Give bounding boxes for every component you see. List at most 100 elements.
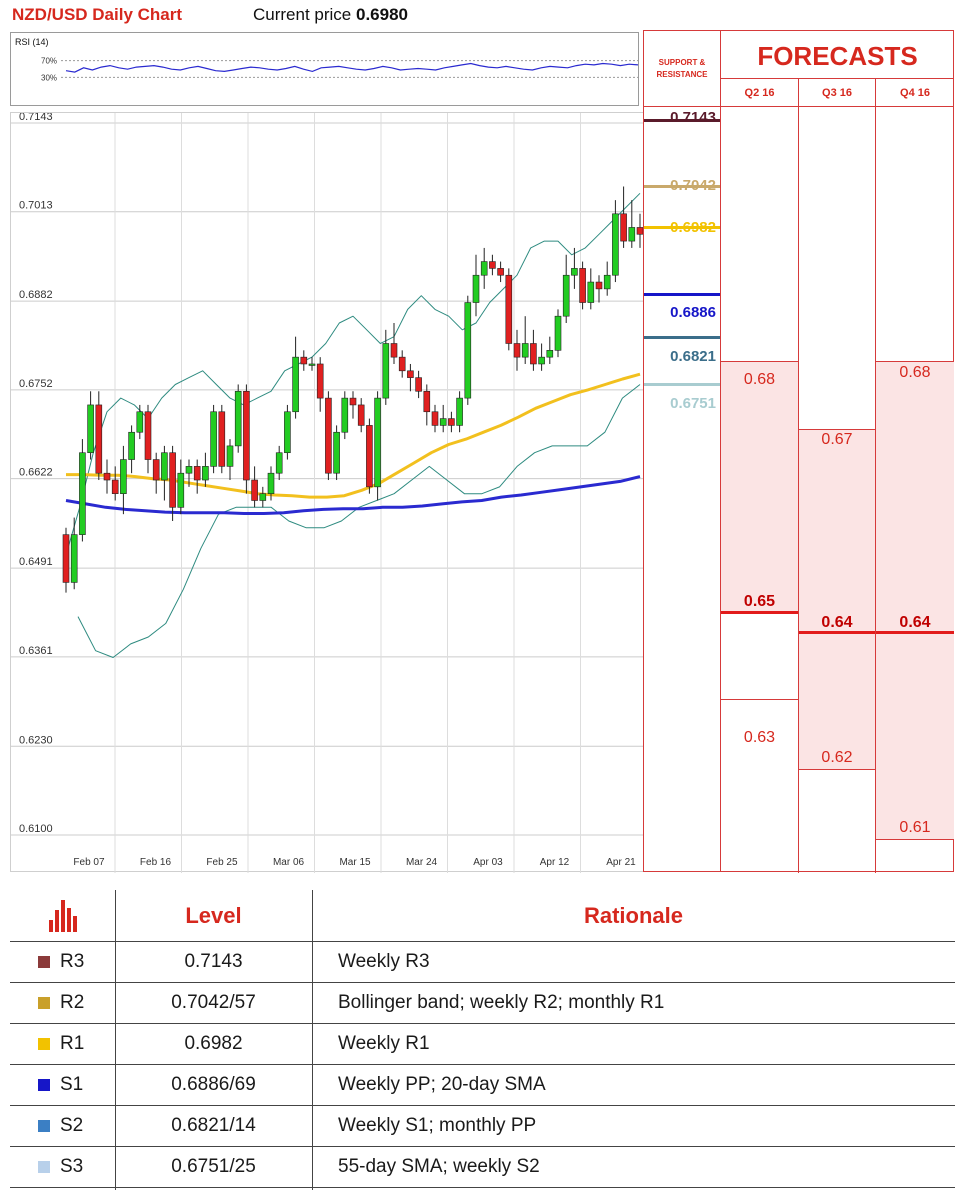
x-tick-label: Apr 12 [540, 857, 570, 868]
candle-body [390, 343, 398, 358]
rsi-plot: 70% 30% RSI (14) [15, 37, 639, 82]
candle-body [513, 343, 521, 358]
candle-body [398, 356, 406, 372]
candle-body [538, 356, 545, 365]
candle-body [448, 418, 455, 426]
level-value: 0.6982 [184, 1033, 243, 1054]
candle-body [243, 390, 250, 481]
forecast-column: Q2 16 0.68 0.65 0.63 [721, 79, 799, 873]
candle-body [612, 213, 619, 276]
price-chart: 0.7143 0.7013 0.6882 0.6752 0.6622 0.6491 0.63… [10, 111, 648, 873]
candle-body [308, 363, 316, 366]
level-code-cell: R2 [38, 983, 115, 1023]
sr-level-line [644, 119, 720, 122]
y-tick-label: 0.6230 [19, 734, 53, 746]
sr-level-label: 0.6982 [670, 219, 716, 236]
candle-body [169, 452, 176, 508]
table-header-row: Level Rationale [10, 890, 955, 942]
forecast-range-band [876, 361, 954, 839]
forecast-mid-line [721, 611, 798, 614]
candle-body [79, 452, 86, 535]
forecast-range-line [876, 361, 954, 362]
forecast-mid-label: 0.64 [821, 614, 853, 631]
sr-header-line2: RESISTANCE [656, 70, 708, 79]
sr-level-line [644, 226, 720, 229]
support-resistance-column: SUPPORT & RESISTANCE 0.7143 0.7042 0.6982 0… [643, 30, 721, 872]
table-row: S2 0.6821/14 Weekly S1; monthly PP [10, 1106, 955, 1147]
forecasts-panel: FORECASTS Q2 16 0.68 0.65 0.63 Q3 16 0.67 0.64… [721, 30, 954, 873]
candle-body [628, 227, 636, 242]
candle-body [333, 431, 340, 474]
forecast-low-label: 0.61 [899, 819, 931, 836]
y-tick-label: 0.6752 [19, 378, 53, 390]
level-color-swatch [38, 1161, 50, 1173]
sr-header-line1: SUPPORT & [658, 58, 706, 67]
level-rationale: 55-day SMA; weekly S2 [338, 1156, 540, 1177]
candle-body [259, 493, 267, 501]
candle-body [407, 370, 414, 378]
current-price-value: 0.6980 [355, 5, 408, 24]
rsi-panel: 70% 30% RSI (14) [10, 32, 639, 106]
candle-body [193, 466, 201, 481]
candle-body [497, 268, 504, 276]
x-tick-label: Feb 16 [140, 857, 172, 868]
forecast-quarter-header: Q2 16 [721, 79, 798, 107]
forecast-range-band [721, 361, 798, 611]
y-tick-label: 0.6622 [19, 467, 53, 479]
candle-body [546, 350, 554, 358]
candle-body [620, 213, 627, 242]
sr-level-line [644, 293, 720, 296]
rsi-line [65, 62, 639, 73]
sr-level-label: 0.7042 [670, 177, 716, 194]
forecast-range-line [721, 361, 798, 362]
rationale-header: Rationale [583, 902, 684, 928]
level-code: S1 [60, 1074, 84, 1095]
forecast-column: Q3 16 0.67 0.64 0.62 [799, 79, 876, 873]
bollinger-upper-line [65, 192, 641, 556]
candle-body [62, 534, 70, 583]
candle-body [210, 411, 217, 467]
level-color-swatch [38, 1038, 50, 1050]
forecast-range-line [876, 839, 954, 840]
forecast-range-band [799, 429, 875, 769]
level-rationale: Weekly PP; 20-day SMA [338, 1074, 546, 1095]
candle-body [431, 411, 439, 426]
level-code-cell: S2 [38, 1106, 115, 1146]
candle-body [530, 343, 537, 365]
y-tick-label: 0.6100 [19, 823, 53, 835]
forecast-low-label: 0.63 [743, 729, 776, 746]
forecast-quarter-header: Q4 16 [876, 79, 954, 107]
candle-body [595, 281, 603, 290]
forecast-mid-line [799, 631, 875, 634]
candle-body [366, 425, 373, 488]
candle-body [382, 343, 390, 399]
candle-body [234, 390, 242, 447]
sr-level-label: 0.6751 [670, 395, 716, 412]
candle-body [423, 390, 431, 413]
current-price: Current price 0.6980 [253, 5, 408, 25]
candle-body [357, 404, 365, 426]
candle-body [587, 281, 595, 303]
level-value: 0.6821/14 [171, 1115, 256, 1136]
level-code-cell: R3 [38, 942, 115, 982]
x-tick-label: Mar 15 [339, 857, 371, 868]
level-value: 0.7042/57 [171, 992, 256, 1013]
candle-body [603, 274, 611, 290]
price-plot: 0.7143 0.7013 0.6882 0.6752 0.6622 0.6491 0.63… [11, 111, 648, 873]
candle-body [464, 302, 472, 399]
candle-body [341, 397, 349, 433]
level-rationale: Bollinger band; weekly R2; monthly R1 [338, 992, 665, 1013]
table-row: R3 0.7143 Weekly R3 [10, 942, 955, 983]
candle-body [571, 268, 578, 276]
candle-body [185, 466, 193, 474]
level-value: 0.7143 [184, 951, 243, 972]
forecast-quarter-header: Q3 16 [799, 79, 875, 107]
candle-body [111, 479, 119, 494]
level-value: 0.6751/25 [171, 1156, 256, 1177]
candle-body [177, 472, 185, 508]
level-rationale: Weekly S1; monthly PP [338, 1115, 537, 1136]
candle-body [562, 274, 570, 317]
y-tick-label: 0.6361 [19, 645, 53, 657]
forecast-high-label: 0.67 [821, 431, 853, 448]
sr-level-label: 0.6821 [670, 348, 716, 365]
